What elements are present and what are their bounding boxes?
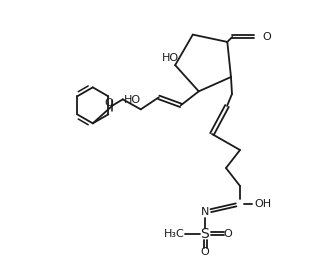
Text: O: O — [223, 229, 232, 239]
Text: HO: HO — [124, 95, 141, 105]
Text: S: S — [201, 227, 209, 241]
Text: O: O — [201, 247, 209, 257]
Text: N: N — [201, 207, 209, 217]
Text: O: O — [104, 98, 113, 108]
Text: HO: HO — [162, 53, 179, 63]
Text: OH: OH — [254, 199, 271, 209]
Text: H₃C: H₃C — [164, 229, 185, 239]
Text: O: O — [262, 32, 271, 42]
